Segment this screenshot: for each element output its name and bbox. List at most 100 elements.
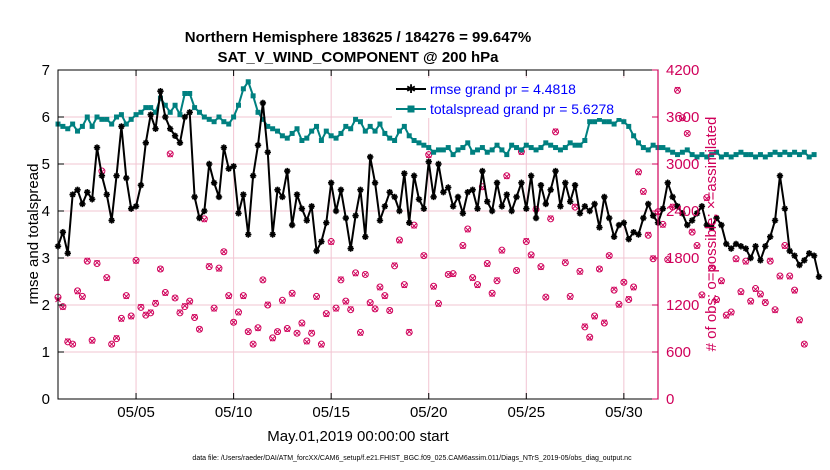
rmse-point [366, 153, 374, 161]
obs-possible-point [166, 150, 174, 158]
totalspread-point [270, 126, 276, 132]
obs-possible-point [678, 114, 686, 122]
totalspread-point [377, 121, 383, 127]
obs-possible-point [371, 305, 379, 313]
obs-possible-point [561, 259, 569, 267]
obs-assimilated-point [625, 295, 632, 302]
rmse-point [357, 186, 364, 194]
totalspread-point [533, 147, 539, 153]
obs-assimilated-point [347, 306, 354, 312]
rmse-point [225, 165, 232, 172]
obs-assimilated-point [357, 330, 364, 337]
y-tick-label-left: 4 [42, 203, 50, 220]
obs-possible-point [288, 289, 296, 297]
rmse-point [684, 221, 691, 229]
totalspread-point [577, 142, 583, 148]
obs-possible-point [591, 312, 599, 320]
rmse-point [215, 193, 223, 201]
totalspread-point [426, 145, 432, 151]
rmse-point [196, 214, 203, 222]
obs-possible-point [781, 241, 789, 249]
rmse-point [537, 181, 545, 189]
rmse-point [542, 200, 550, 208]
rmse-point [601, 193, 608, 201]
totalspread-point [445, 145, 451, 151]
totalspread-point [743, 152, 749, 158]
rmse-point [523, 205, 530, 212]
y-axis-label-left: rmse and totalspread [25, 164, 42, 305]
totalspread-point [255, 109, 261, 115]
obs-assimilated-point [528, 252, 535, 259]
totalspread-point [284, 135, 290, 141]
x-axis-label: May.01,2019 00:00:00 start [267, 428, 449, 445]
rmse-point [230, 163, 237, 170]
obs-possible-point [234, 308, 242, 316]
rmse-point [474, 205, 481, 212]
obs-possible-point [127, 312, 135, 320]
totalspread-point [138, 109, 144, 115]
obs-assimilated-point [181, 302, 188, 309]
rmse-point [371, 179, 379, 186]
rmse-point [713, 214, 720, 222]
totalspread-point [89, 123, 95, 129]
rmse-point [464, 189, 471, 196]
obs-possible-point [474, 281, 482, 289]
obs-assimilated-point [381, 293, 388, 300]
totalspread-point [328, 133, 334, 139]
obs-possible-point [210, 304, 218, 312]
totalspread-point [645, 147, 651, 153]
totalspread-point [748, 152, 754, 158]
totalspread-point [470, 149, 476, 155]
rmse-point [240, 191, 247, 198]
obs-possible-point [405, 328, 413, 336]
y-tick-label-right: 4200 [666, 62, 699, 79]
totalspread-point [411, 138, 417, 143]
obs-possible-point [191, 314, 199, 322]
totalspread-point [689, 152, 695, 158]
rmse-point [454, 193, 462, 201]
totalspread-point [206, 116, 212, 122]
rmse-point [566, 198, 574, 205]
rmse-point [532, 214, 540, 222]
obs-assimilated-point [108, 341, 115, 348]
obs-possible-point [800, 340, 808, 348]
obs-possible-point [586, 333, 594, 341]
obs-assimilated-point [69, 341, 76, 348]
totalspread-point [211, 119, 217, 125]
obs-assimilated-point [445, 271, 452, 278]
obs-assimilated-point [450, 271, 456, 278]
rmse-point [415, 196, 423, 203]
obs-assimilated-point [303, 338, 310, 345]
obs-assimilated-point [542, 294, 549, 301]
totalspread-point [543, 140, 549, 146]
obs-assimilated-point [377, 284, 383, 291]
rmse-point [440, 189, 447, 196]
totalspread-point [626, 123, 632, 129]
totalspread-point [611, 121, 617, 127]
totalspread-point [548, 142, 554, 148]
obs-possible-point [103, 274, 111, 282]
x-tick-label: 05/25 [508, 404, 546, 421]
totalspread-point [723, 152, 729, 158]
rmse-point [557, 203, 564, 210]
y-tick-label-left: 1 [42, 344, 50, 361]
rmse-point [757, 257, 764, 264]
totalspread-point [738, 149, 744, 155]
totalspread-point [279, 133, 285, 139]
rmse-point [445, 184, 452, 191]
obs-possible-point [522, 238, 530, 246]
obs-assimilated-point [211, 306, 217, 312]
rmse-point [84, 189, 91, 196]
totalspread-point [431, 149, 437, 155]
totalspread-point [606, 119, 612, 125]
obs-possible-point [493, 277, 501, 285]
obs-assimilated-point [196, 326, 203, 333]
rmse-point [513, 193, 520, 201]
y-tick-label-left: 2 [42, 297, 50, 314]
obs-possible-point [513, 267, 521, 275]
obs-possible-point [259, 276, 267, 284]
totalspread-point [333, 135, 339, 141]
obs-possible-point [74, 287, 82, 295]
obs-possible-point [69, 340, 77, 348]
totalspread-point [733, 152, 739, 158]
